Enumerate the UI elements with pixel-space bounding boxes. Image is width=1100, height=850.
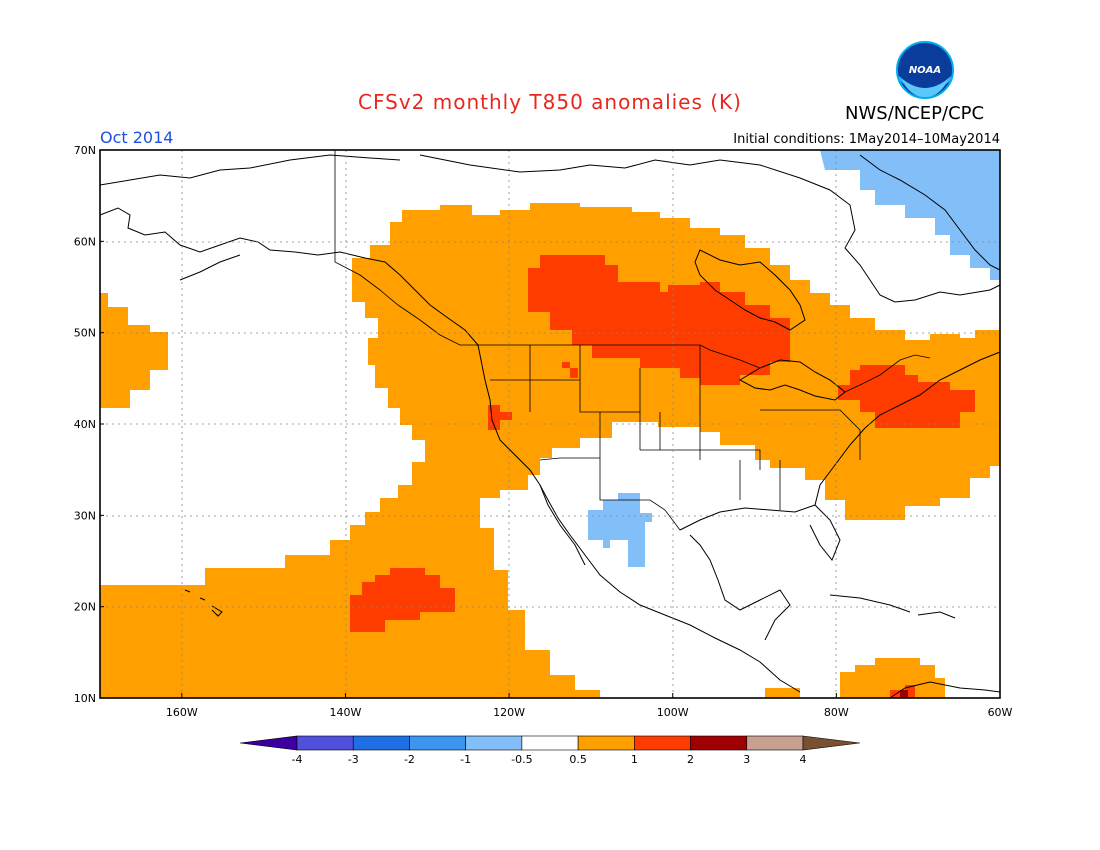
colorbar-swatch [746,735,804,751]
initial-conditions: Initial conditions: 1May2014–10May2014 [733,132,1000,147]
colorbar-swatch [352,735,410,751]
anomaly-region-hot [350,568,455,632]
coastline-baja [539,484,586,566]
forecast-month: Oct 2014 [100,128,174,147]
anomaly-region-warm [100,293,168,408]
anomaly-region-cool [588,493,652,567]
anomaly-region-very-hot [900,690,908,698]
anomaly-shading [100,150,1000,698]
lat-label: 60N [74,235,96,248]
coastlines [99,154,1001,699]
anomaly-region-hot [838,365,975,428]
colorbar-label: 1 [631,753,638,766]
anomaly-region-hot [528,255,790,385]
lon-label: 140W [330,706,362,719]
coastline-us-east [814,351,1001,506]
figure-title: CFSv2 monthly T850 anomalies (K) [358,90,742,114]
colorbar: -4 -3 -2 -1 -0.5 0.5 1 2 3 4 [239,735,861,766]
graticule [100,150,1000,698]
lat-label: 30N [74,509,96,522]
longitude-labels: 160W 140W 120W 100W 80W 60W [166,693,1013,719]
organization-label: NWS/NCEP/CPC [845,103,985,124]
border-states-2 [529,345,701,460]
coastline-baffin [859,154,1001,271]
coastline-south-america [889,681,1001,699]
lat-label: 40N [74,418,96,431]
colorbar-label: 3 [743,753,750,766]
colorbar-swatch [634,735,691,751]
anomaly-region-cool [820,150,1000,280]
lon-label: 120W [493,706,525,719]
colorbar-label: -3 [348,753,359,766]
colorbar-swatch [465,735,523,751]
border-states-5 [739,460,781,510]
anomaly-region-warm [840,658,945,698]
lon-label: 60W [988,706,1013,719]
colorbar-swatch [802,735,861,751]
lat-label: 20N [74,601,96,614]
border-alaska-canada [334,150,480,346]
coastline-great-lakes [738,359,846,401]
lat-label: 50N [74,327,96,340]
colorbar-swatch [577,735,635,751]
anomaly-region-hot [562,362,578,378]
border-states-1 [490,368,641,413]
lat-label: 70N [74,144,96,157]
coastline-gulf [689,534,791,641]
lat-label: 10N [74,692,96,705]
coastline-canada-arctic [419,154,1001,303]
colorbar-swatch [239,735,298,751]
colorbar-label: -0.5 [511,753,532,766]
coastline-hawaii [184,589,223,617]
colorbar-label: -1 [460,753,471,766]
colorbar-label: -2 [404,753,415,766]
colorbar-label: 0.5 [569,753,587,766]
noaa-logo: NOAA [896,41,954,99]
border-states-6 [599,412,661,458]
border-states-3 [640,449,761,470]
latitude-labels: 70N 60N 50N 40N 30N 20N 10N [74,144,104,705]
border-states-4 [760,409,861,460]
lon-label: 160W [166,706,198,719]
coastline-alaska-peninsula [179,254,241,281]
colorbar-swatch [409,735,466,751]
coastline-gulf-north [679,504,841,561]
colorbar-swatch [521,735,579,751]
coastline-hudson-bay [694,249,806,331]
colorbar-label: 4 [800,753,807,766]
colorbar-swatch [296,735,354,751]
colorbar-swatch [690,735,748,751]
anomaly-region-warm [765,688,800,698]
coastline-us-west [481,364,801,693]
coastline-hispaniola [917,611,956,619]
colorbar-label: -4 [292,753,303,766]
border-us-canada-east [844,354,931,393]
lon-label: 100W [657,706,689,719]
colorbar-label: 2 [687,753,694,766]
border-us-mexico [539,457,681,531]
noaa-logo-text: NOAA [909,65,941,76]
political-borders [334,150,931,531]
coastline-cuba [829,594,911,613]
border-us-canada [480,344,761,369]
coastline-alaska [99,207,483,366]
coastline-arctic [99,154,401,186]
lon-label: 80W [824,706,849,719]
